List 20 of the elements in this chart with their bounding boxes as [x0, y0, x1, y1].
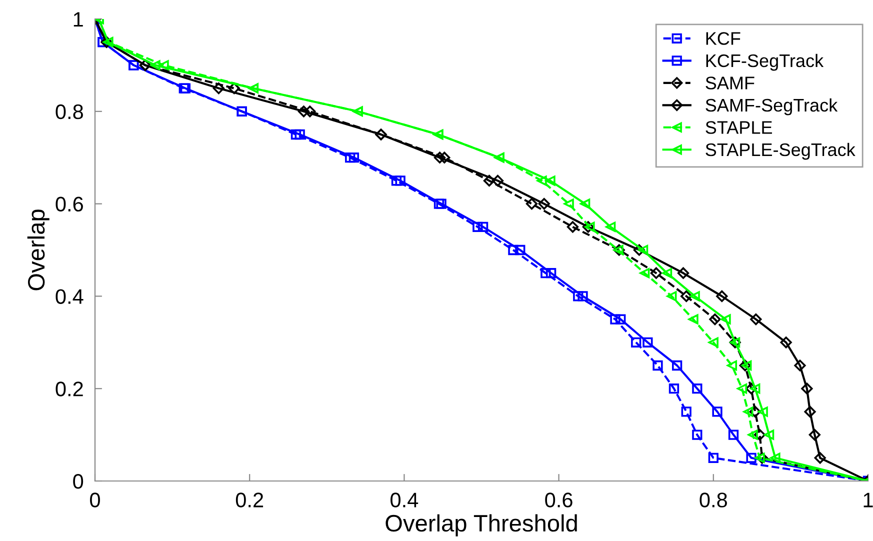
legend-label: STAPLE [706, 121, 772, 134]
y-tick-label: 1 [74, 12, 83, 27]
y-tick-label: 0.4 [56, 289, 84, 304]
x-axis-title: Overlap Threshold [386, 514, 577, 536]
legend-label: KCF [706, 32, 740, 45]
legend-label: KCF-SegTrack [706, 54, 824, 71]
legend-label: SAMF [706, 76, 754, 90]
y-tick-label: 0.6 [56, 196, 83, 212]
y-tick-label: 0 [73, 474, 84, 489]
x-tick-label: 0.8 [700, 492, 727, 508]
legend-label: SAMF-SegTrack [706, 98, 838, 116]
x-tick-label: 0.6 [545, 492, 572, 508]
y-axis-title: Overlap [27, 210, 50, 290]
x-tick-label: 0.2 [236, 492, 264, 508]
x-tick-label: 0 [90, 492, 100, 508]
x-tick-label: 1 [864, 492, 873, 508]
x-tick-label: 0.4 [390, 492, 418, 508]
legend-label: STAPLE-SegTrack [706, 142, 856, 160]
y-tick-label: 0.8 [56, 104, 83, 120]
y-tick-label: 0.2 [56, 382, 83, 396]
